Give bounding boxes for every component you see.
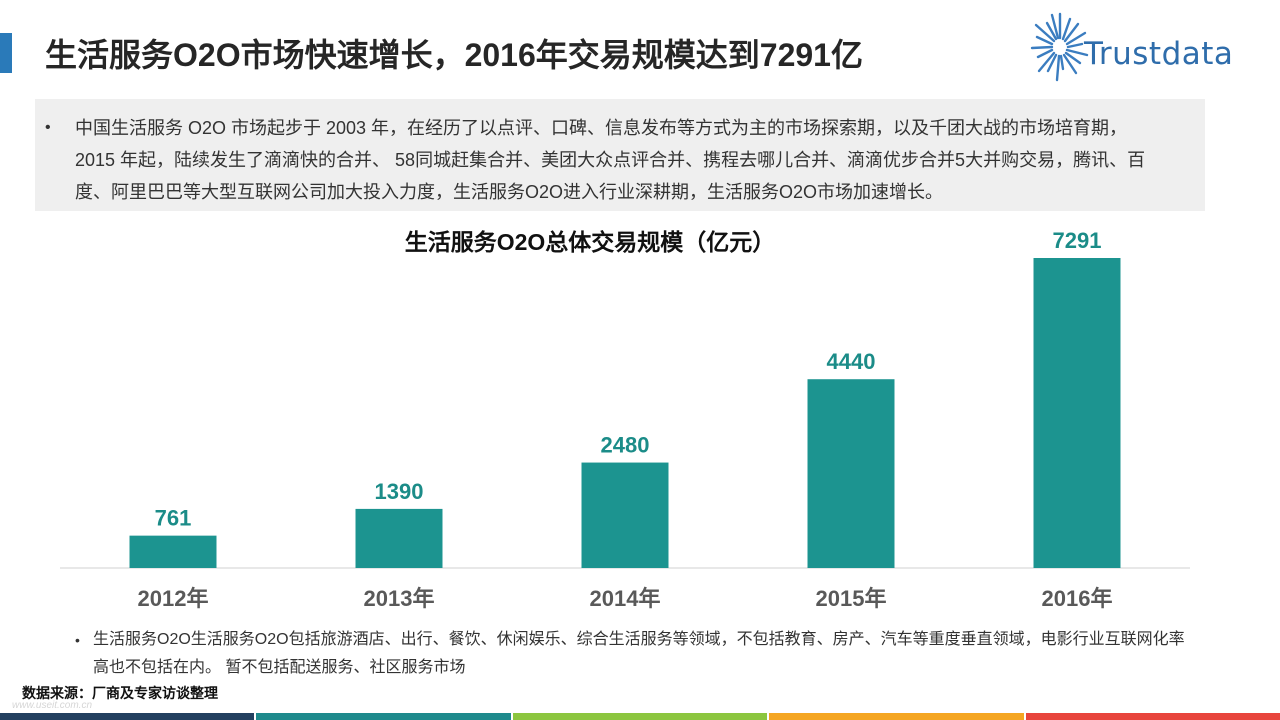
chart-title: 生活服务O2O总体交易规模（亿元） (404, 229, 776, 255)
bar-chart: 761 2012年 1390 2013年 2480 2014年 4440 2015年 7291 2… (60, 228, 1190, 611)
x-tick-label: 2013年 (364, 586, 435, 611)
logo-wordmark: Trustdata (1084, 36, 1234, 72)
bar (355, 508, 443, 568)
x-tick-label: 2012年 (138, 586, 209, 611)
bar (1033, 258, 1121, 568)
title-accent-bar (0, 33, 12, 73)
bar (807, 379, 895, 568)
x-tick-label: 2016年 (1042, 586, 1113, 611)
bottom-stripe-segment (1025, 713, 1280, 720)
footnote: • 生活服务O2O生活服务O2O包括旅游酒店、出行、餐饮、休闲娱乐、综合生活服务… (75, 626, 1225, 682)
bottom-stripe-segment (769, 713, 1024, 720)
bottom-stripe-segment (256, 713, 511, 720)
bar-value-label: 4440 (827, 349, 876, 374)
bar (129, 535, 217, 568)
bar-value-label: 761 (155, 506, 192, 531)
x-tick-label: 2015年 (816, 586, 887, 611)
bottom-stripe (0, 713, 1280, 720)
summary-line: 中国生活服务 O2O 市场起步于 2003 年，在经历了以点评、口碑、信息发布等… (75, 118, 1128, 138)
summary-bullet: • (45, 119, 51, 136)
footnote-line: 高也不包括在内。 暂不包括配送服务、社区服务市场 (93, 659, 466, 676)
summary-line: 度、阿里巴巴等大型互联网公司加大投入力度，生活服务O2O进入行业深耕期，生活服务… (75, 182, 944, 202)
summary-line: 2015 年起，陆续发生了滴滴快的合并、 58同城赶集合并、美团大众点评合并、携… (75, 150, 1146, 170)
footnote-bullet: • (75, 632, 80, 648)
starburst-icon (1030, 12, 1089, 82)
x-tick-label: 2014年 (590, 586, 661, 611)
page-title: 生活服务O2O市场快速增长，2016年交易规模达到7291亿 (45, 37, 863, 73)
bar (581, 462, 669, 568)
bar-value-label: 7291 (1053, 228, 1102, 253)
summary-text: 中国生活服务 O2O 市场起步于 2003 年，在经历了以点评、口碑、信息发布等… (75, 112, 1145, 208)
bar-value-label: 2480 (601, 433, 650, 458)
bar-value-label: 1390 (375, 479, 424, 504)
data-source: 数据来源：厂商及专家访谈整理 (22, 685, 218, 701)
watermark: www.useit.com.cn (12, 700, 93, 711)
bottom-stripe-segment (0, 713, 255, 720)
bottom-stripe-segment (512, 713, 768, 720)
summary-box: • 中国生活服务 O2O 市场起步于 2003 年，在经历了以点评、口碑、信息发… (35, 99, 1205, 211)
footnote-text: 生活服务O2O生活服务O2O包括旅游酒店、出行、餐饮、休闲娱乐、综合生活服务等领… (93, 626, 1185, 682)
footnote-line: 生活服务O2O生活服务O2O包括旅游酒店、出行、餐饮、休闲娱乐、综合生活服务等领… (93, 631, 1185, 648)
